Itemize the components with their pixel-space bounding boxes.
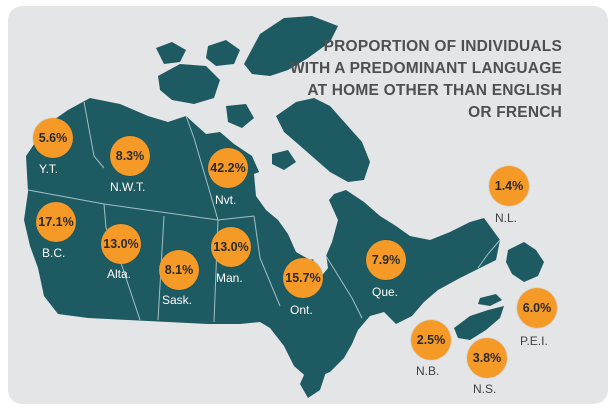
province-label-ns: N.S. <box>473 382 497 396</box>
province-label-alta: Alta. <box>107 267 132 281</box>
map-title: PROPORTION OF INDIVIDUALS WITH A PREDOMI… <box>262 36 562 124</box>
value-bubble-pei: 6.0% <box>517 288 557 328</box>
value-bubble-ont: 15.7% <box>283 258 323 298</box>
nova-scotia-shape <box>454 306 504 340</box>
value-bubble-alta: 13.0% <box>101 224 141 264</box>
southampton-island-shape <box>272 150 296 170</box>
value-bubble-nl: 1.4% <box>489 166 529 206</box>
value-bubble-man: 13.0% <box>211 227 251 267</box>
value-bubble-que: 7.9% <box>366 240 406 280</box>
title-line-4: OR FRENCH <box>468 104 562 121</box>
province-label-nl: N.L. <box>495 211 518 225</box>
province-label-ont: Ont. <box>290 303 313 317</box>
hudson-bay-shape <box>254 168 338 260</box>
value-bubble-bc: 17.1% <box>36 202 76 242</box>
value-bubble-sask: 8.1% <box>159 250 199 290</box>
southern-ontario-shape <box>300 366 326 398</box>
province-label-pei: P.E.I. <box>520 334 548 348</box>
baffin-island-shape <box>276 98 370 182</box>
arctic-island-a-shape <box>206 40 240 66</box>
title-line-2: WITH A PREDOMINANT LANGUAGE <box>289 60 562 77</box>
newfoundland-shape <box>506 242 544 282</box>
province-label-nwt: N.W.T. <box>110 180 146 194</box>
title-line-1: PROPORTION OF INDIVIDUALS <box>323 38 562 55</box>
province-label-nb: N.B. <box>416 364 440 378</box>
ellesmere-island-shape <box>244 16 338 76</box>
arctic-island-b-shape <box>156 42 186 64</box>
province-label-que: Que. <box>372 285 399 299</box>
value-bubble-nvt: 42.2% <box>208 148 248 188</box>
title-line-3: AT HOME OTHER THAN ENGLISH <box>307 82 562 99</box>
value-bubble-nwt: 8.3% <box>110 136 150 176</box>
province-label-bc: B.C. <box>42 246 66 260</box>
pei-shape <box>478 294 502 306</box>
victoria-island-shape <box>158 64 220 104</box>
map-card: PROPORTION OF INDIVIDUALS WITH A PREDOMI… <box>8 6 608 404</box>
value-bubble-yt: 5.6% <box>33 118 73 158</box>
value-bubble-nb: 2.5% <box>411 320 451 360</box>
value-bubble-ns: 3.8% <box>467 338 507 378</box>
arctic-island-c-shape <box>226 104 254 128</box>
province-label-sask: Sask. <box>162 293 193 307</box>
province-label-man: Man. <box>216 271 243 285</box>
borders <box>27 101 501 323</box>
province-label-nvt: Nvt. <box>215 193 237 207</box>
province-label-yt: Y.T. <box>39 162 59 176</box>
